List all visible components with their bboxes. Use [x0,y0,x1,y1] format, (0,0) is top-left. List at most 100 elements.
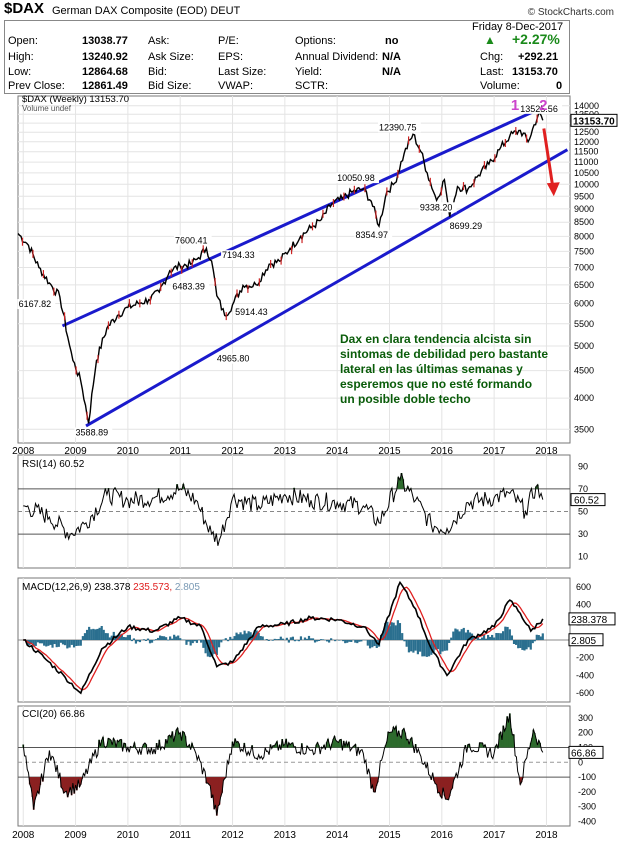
price-ytick-label: 7500 [574,246,594,256]
price-data-label: 7194.33 [222,250,255,260]
macd-ytick-label: -200 [576,653,594,663]
price-ytick-label: 9000 [574,204,594,214]
price-ytick-label: 6000 [574,299,594,309]
price-ytick-label: 5500 [574,319,594,329]
x-axis-year-label-top: 2012 [221,446,244,457]
price-ytick-label: 6500 [574,280,594,290]
macd-hist-last-value: 2.805 [571,636,596,647]
price-ytick-label: 11000 [574,157,598,167]
x-axis-year-label-top: 2015 [378,446,401,457]
cci-last-box [568,745,604,759]
low-value: 12864.68 [82,66,128,78]
x-axis-year-label-top: 2013 [274,446,297,457]
price-ytick-label: 7000 [574,263,594,273]
price-data-label: 12390.75 [379,122,417,132]
price-label-bg [418,202,457,213]
price-label-bg [336,173,379,184]
price-data-label: 10050.98 [337,173,375,183]
price-label-bg [519,103,563,114]
price-label-bg [378,122,421,133]
x-axis-year-label-top: 2018 [535,446,558,457]
cci-ytick-label: 200 [578,728,593,738]
change-percent: +2.27% [512,31,560,47]
peak-marker-1: 1 [511,97,519,114]
macd-legend-signal: 235.573, [133,582,175,593]
index-name: German DAX Composite (EOD) [52,5,208,17]
bid-size-label: Bid Size: [148,80,192,92]
macd-legend: MACD(12,26,9) 238.378 235.573, 2.805 [22,582,200,593]
high-label: High: [8,51,34,63]
yield-value: N/A [382,66,401,78]
channel-lower-line [85,148,569,428]
price-ytick-label: 9500 [574,191,594,201]
dividend-value: N/A [382,51,401,63]
price-ytick-label: 11500 [574,147,598,157]
quote-date: Friday 8-Dec-2017 [472,21,564,33]
price-legend-series: $DAX (Weekly) 13153.70 [22,94,129,105]
price-data-label: 13525.56 [520,104,558,114]
price-data-label: 4965.80 [217,354,250,364]
bid-label: Bid: [148,66,167,78]
price-ytick-label: 10000 [574,179,599,189]
x-axis-year-label-bottom: 2008 [12,830,35,841]
vwap-label: VWAP: [218,80,254,92]
price-ytick-label: 3500 [574,424,594,434]
rsi-line [23,472,544,546]
price-ytick-label: 14000 [574,101,599,111]
x-axis-year-label-bottom: 2018 [535,830,558,841]
dividend-label: Annual Dividend: [295,51,379,63]
rsi-ytick-label: 30 [578,529,588,539]
x-axis-year-label-top: 2010 [117,446,140,457]
price-label-bg [17,299,56,310]
rsi-ytick-label: 10 [578,552,588,562]
price-data-label: 7600.41 [175,235,208,245]
macd-signal-line [23,586,544,691]
x-axis-year-label-top: 2008 [12,446,35,457]
cci-ytick-label: -200 [578,787,596,797]
price-data-label: 5914.43 [235,307,268,317]
options-label: Options: [295,35,336,47]
price-panel [17,95,571,444]
x-axis-year-label-bottom: 2010 [117,830,140,841]
high-value: 13240.92 [82,51,128,63]
price-label-bg [171,281,210,292]
rsi-ytick-label: 50 [578,507,588,517]
pe-label: P/E: [218,35,239,47]
prev-close-value: 12861.49 [82,80,128,92]
eps-label: EPS: [218,51,244,63]
x-axis-year-label-top: 2016 [431,446,454,457]
x-axis-year-label-bottom: 2015 [378,830,401,841]
x-axis-year-label-bottom: 2014 [326,830,349,841]
price-last-value: 13153.70 [573,116,615,127]
volume-label: Volume: [480,80,520,92]
price-label-bg [221,250,259,261]
rsi-ytick-label: 90 [578,461,588,471]
cci-ytick-label: 0 [578,757,583,767]
cci-ytick-label: -400 [578,817,596,827]
yield-label: Yield: [295,66,323,78]
price-ytick-label: 4500 [574,366,594,376]
price-label-bg [74,427,113,438]
rsi-last-box [570,493,606,507]
price-ytick-label: 5000 [574,341,594,351]
quote-panel [4,20,570,94]
price-ytick-label: 12000 [574,137,599,147]
price-label-bg [448,220,487,231]
peak-marker-2: 2 [539,97,547,114]
brand-label: © StockCharts.com [527,7,614,18]
macd-ytick-label: -600 [576,688,594,698]
price-label-bg [215,353,254,364]
annotation-text: Dax en clara tendencia alcista sin sinto… [340,332,549,406]
low-label: Low: [8,66,32,78]
price-data-label: 8354.97 [355,230,388,240]
macd-last-value: 238.378 [571,615,608,626]
macd-legend-main: MACD(12,26,9) 238.378 [22,582,133,593]
rsi-last-value: 60.52 [574,496,599,507]
volume-value: 0 [556,80,563,92]
cci-line [22,713,544,816]
exchange-code: DEUT [210,5,241,17]
macd-hist-last-box [568,633,604,647]
price-data-label: 8699.29 [450,221,483,231]
price-data-label: 6483.39 [172,281,205,291]
